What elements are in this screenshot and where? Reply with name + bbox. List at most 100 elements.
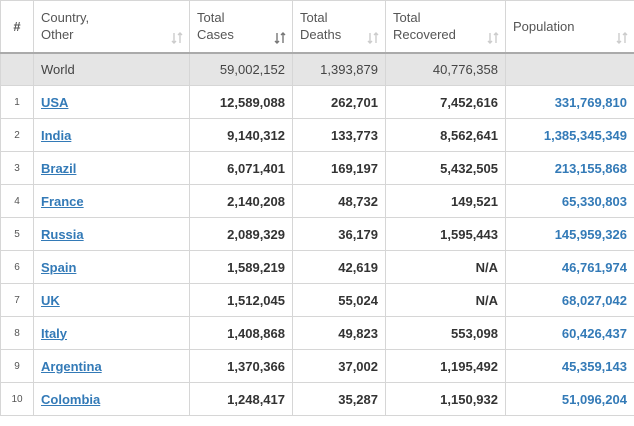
column-header[interactable]: Population [505,0,634,54]
header-text: Population [513,18,575,34]
number-cell: 133,773 [292,118,386,152]
population-cell: 213,155,868 [505,151,634,185]
number-cell: 5,432,505 [385,151,506,185]
number-cell: 2,140,208 [189,184,293,218]
number-cell: 1,589,219 [189,250,293,284]
country-link[interactable]: Spain [41,259,77,275]
number-cell: 8,562,641 [385,118,506,152]
population-cell: 60,426,437 [505,316,634,350]
number-cell: 1,595,443 [385,217,506,251]
header-text: Recovered [393,27,456,43]
number-cell: 42,619 [292,250,386,284]
number-cell: 49,823 [292,316,386,350]
country-link[interactable]: Colombia [41,391,101,407]
header-text: # [13,18,21,34]
world-cell: World [33,52,190,86]
column-header[interactable]: Total Deaths [292,0,386,54]
country-cell: Russia [33,217,190,251]
number-cell: 1,512,045 [189,283,293,317]
country-row: 8 Italy 1,408,868 49,823 553,098 60,426,437 [0,316,634,350]
number-cell: 6,071,401 [189,151,293,185]
population-cell: 46,761,974 [505,250,634,284]
header-text: Total [197,10,225,26]
country-link[interactable]: UK [41,292,60,308]
country-row: 10 Colombia 1,248,417 35,287 1,150,932 51,096… [0,382,634,416]
country-link[interactable]: Italy [41,325,68,341]
number-cell: 35,287 [292,382,386,416]
country-row: 2 India 9,140,312 133,773 8,562,641 1,385,345… [0,118,634,152]
rank-cell: 6 [0,250,34,284]
number-cell: 553,098 [385,316,506,350]
country-row: 9 Argentina 1,370,366 37,002 1,195,492 45,359… [0,349,634,383]
country-row: 4 France 2,140,208 48,732 149,521 65,330,803 [0,184,634,218]
rank-cell: 4 [0,184,34,218]
number-cell: 1,195,492 [385,349,506,383]
header-row: # Country, Other Total Cases Total Deaths Total… [0,0,634,54]
header-text: Other [41,27,74,43]
header-text: Deaths [300,27,342,43]
column-header[interactable]: Country, Other [33,0,190,54]
rank-cell: 8 [0,316,34,350]
country-row: 3 Brazil 6,071,401 169,197 5,432,505 213,155,… [0,151,634,185]
rank-cell: 1 [0,85,34,119]
table-body: World 59,002,152 1,393,879 40,776,358 1 USA 12… [0,52,634,416]
header-text: Cases [197,27,234,43]
country-link[interactable]: Russia [41,226,84,242]
column-header[interactable]: Total Recovered [385,0,506,54]
rank-cell: 2 [0,118,34,152]
number-cell: 1,370,366 [189,349,293,383]
sort-icon[interactable] [367,31,379,44]
world-cell: 59,002,152 [189,52,293,86]
number-cell: 1,150,932 [385,382,506,416]
population-cell: 65,330,803 [505,184,634,218]
number-cell: N/A [385,283,506,317]
country-link[interactable]: USA [41,94,69,110]
number-cell: 55,024 [292,283,386,317]
number-cell: 262,701 [292,85,386,119]
rank-cell: 9 [0,349,34,383]
country-cell: Spain [33,250,190,284]
number-cell: 149,521 [385,184,506,218]
population-cell: 1,385,345,349 [505,118,634,152]
number-cell: 2,089,329 [189,217,293,251]
country-cell: France [33,184,190,218]
rank-cell: 3 [0,151,34,185]
number-cell: 37,002 [292,349,386,383]
sort-icon[interactable] [171,31,183,44]
rank-cell [0,52,34,86]
sort-icon[interactable] [487,31,499,44]
number-cell: 169,197 [292,151,386,185]
country-row: 7 UK 1,512,045 55,024 N/A 68,027,042 [0,283,634,317]
country-cell: Argentina [33,349,190,383]
header-text: Country, [41,10,90,26]
world-cell: 1,393,879 [292,52,386,86]
world-row: World 59,002,152 1,393,879 40,776,358 [0,52,634,86]
number-cell: 9,140,312 [189,118,293,152]
header-text: Total [300,10,328,26]
rank-cell: 5 [0,217,34,251]
header-text: Total [393,10,421,26]
covid-table: # Country, Other Total Cases Total Deaths Total… [0,0,634,416]
rank-cell: 10 [0,382,34,416]
country-link[interactable]: Brazil [41,160,77,176]
country-cell: UK [33,283,190,317]
column-header: # [0,0,34,54]
country-row: 6 Spain 1,589,219 42,619 N/A 46,761,974 [0,250,634,284]
country-cell: USA [33,85,190,119]
number-cell: 7,452,616 [385,85,506,119]
number-cell: 36,179 [292,217,386,251]
population-cell [505,52,634,86]
population-cell: 45,359,143 [505,349,634,383]
number-cell: 1,248,417 [189,382,293,416]
number-cell: N/A [385,250,506,284]
country-link[interactable]: France [41,193,84,209]
country-cell: Italy [33,316,190,350]
population-cell: 145,959,326 [505,217,634,251]
sort-icon[interactable] [616,31,628,44]
country-row: 5 Russia 2,089,329 36,179 1,595,443 145,959,3… [0,217,634,251]
country-link[interactable]: India [41,127,72,143]
sort-icon[interactable] [274,31,286,44]
country-link[interactable]: Argentina [41,358,102,374]
column-header[interactable]: Total Cases [189,0,293,54]
